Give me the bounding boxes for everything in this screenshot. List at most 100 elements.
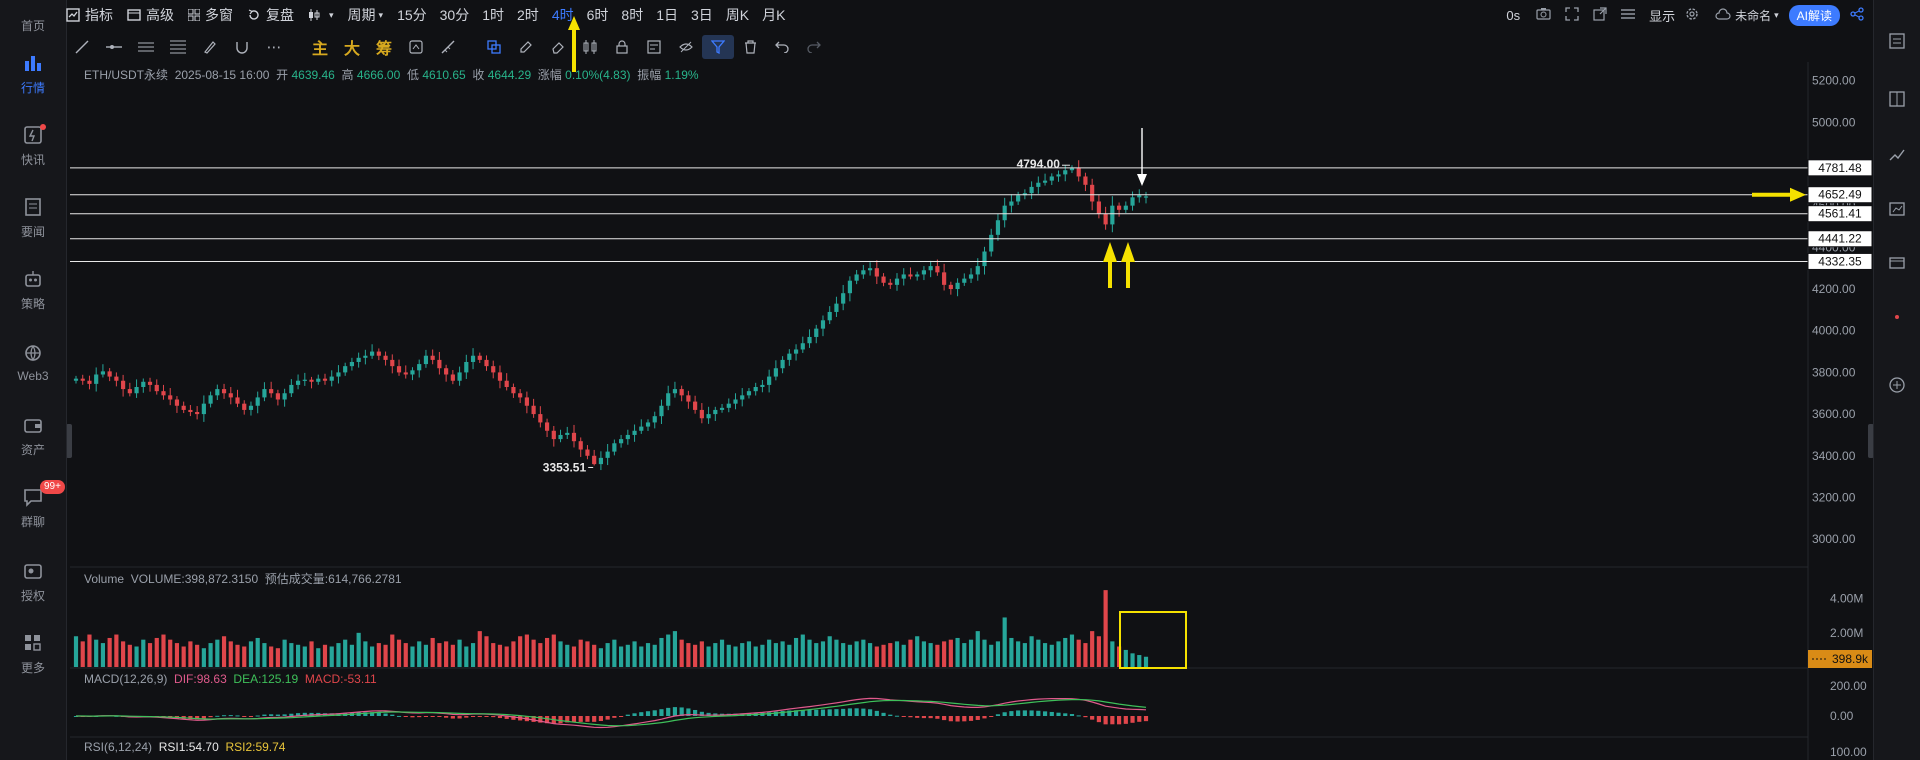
volume-bar	[968, 639, 974, 667]
redo-icon[interactable]	[798, 41, 830, 53]
layout-name-dropdown[interactable]: 未命名	[1735, 8, 1772, 23]
orderbook-icon[interactable]	[1886, 88, 1908, 110]
period-tab[interactable]: 30分	[439, 7, 470, 23]
volume-bar	[457, 639, 462, 667]
list-icon[interactable]	[1621, 7, 1636, 23]
gear-icon[interactable]	[1685, 7, 1699, 24]
period-tab[interactable]: 3日	[691, 7, 713, 23]
volume-bar	[713, 643, 718, 667]
nav-item-4[interactable]: 策略	[0, 266, 66, 336]
candle	[834, 296, 839, 317]
macd-bar	[1103, 716, 1108, 725]
candle	[289, 379, 294, 398]
nav-item-3[interactable]: 要闻	[0, 194, 66, 264]
terminal-icon[interactable]	[1886, 252, 1908, 274]
popout-icon[interactable]	[1593, 6, 1607, 24]
display-button[interactable]: 显示	[1649, 8, 1676, 24]
large-order-tool[interactable]: 大	[343, 41, 360, 58]
magnet-icon[interactable]	[226, 40, 258, 54]
pencil-icon[interactable]	[510, 40, 542, 54]
candle-body	[1143, 196, 1149, 198]
trend-line-icon[interactable]	[66, 40, 98, 54]
hide-drawings-icon[interactable]	[670, 40, 702, 54]
nav-item-1[interactable]: 行情	[0, 50, 66, 120]
volume-title: Volume	[84, 572, 125, 586]
candle-body	[706, 414, 711, 419]
chip-distribution-tool[interactable]: 筹	[375, 41, 392, 58]
candle	[746, 388, 752, 399]
candle-body	[1116, 205, 1122, 210]
candle-body	[1110, 205, 1115, 225]
depth-icon[interactable]	[1886, 198, 1908, 220]
nav-item-7[interactable]: 群聊 99+	[0, 480, 66, 554]
grid-icon	[188, 9, 200, 21]
multi-window-button[interactable]: 多窗	[188, 5, 233, 25]
fibonacci-icon[interactable]	[162, 40, 194, 54]
layers-icon[interactable]	[478, 40, 510, 54]
volume-bar	[444, 641, 449, 667]
symbol-label[interactable]: ETH/USDT永续	[84, 68, 169, 82]
candle	[363, 349, 368, 365]
volume-bars	[73, 590, 1149, 667]
settings-circle-icon[interactable]	[1886, 374, 1908, 396]
price-tick-label: 3800.00	[1812, 365, 1856, 379]
parallel-lines-icon[interactable]	[130, 41, 162, 53]
nav-item-0[interactable]: 首页	[0, 0, 66, 58]
watchlist-icon[interactable]	[1886, 30, 1908, 52]
period-dropdown[interactable]: 周期 ▾	[348, 5, 384, 25]
macd-bar	[598, 716, 603, 722]
lock-icon[interactable]	[606, 40, 638, 54]
period-tab[interactable]: 1时	[482, 7, 505, 23]
period-tab[interactable]: 2时	[517, 7, 539, 23]
nav-label: 行情	[20, 81, 45, 95]
measure-icon[interactable]	[432, 40, 464, 54]
candle	[497, 365, 503, 389]
template-icon[interactable]	[638, 40, 670, 54]
trend-icon[interactable]	[1886, 144, 1908, 166]
candle-pattern-icon[interactable]	[574, 40, 606, 54]
candle-body	[282, 393, 287, 400]
fullscreen-icon[interactable]	[1565, 6, 1579, 24]
period-tab[interactable]: 6时	[586, 7, 609, 23]
delete-icon[interactable]	[734, 40, 766, 54]
main-force-tool[interactable]: 主	[311, 41, 328, 58]
macd-bar	[396, 715, 402, 717]
candle-type-icon	[308, 8, 324, 22]
compare-icon[interactable]	[400, 40, 432, 54]
nav-item-2[interactable]: 快讯	[0, 122, 66, 192]
period-tab[interactable]: 8时	[621, 7, 644, 23]
more-dots-icon[interactable]: ⋯	[266, 39, 282, 56]
nav-item-5[interactable]: Web3	[0, 340, 66, 410]
advanced-button[interactable]: 高级	[127, 5, 174, 25]
candle	[1076, 160, 1081, 182]
camera-icon[interactable]	[1536, 7, 1551, 23]
eraser-icon[interactable]	[542, 40, 574, 54]
period-tab[interactable]: 周K	[725, 7, 750, 23]
period-tab[interactable]: 1日	[656, 7, 678, 23]
period-tab[interactable]: 月K	[762, 7, 786, 23]
nav-item-8[interactable]: 授权	[0, 558, 66, 628]
candle-body	[444, 368, 449, 375]
volume-bar	[820, 641, 826, 667]
candle	[767, 369, 772, 393]
undo-icon[interactable]	[766, 41, 798, 53]
candle	[221, 383, 227, 399]
brush-icon[interactable]	[194, 40, 226, 54]
indicator-button[interactable]: 指标	[66, 5, 113, 25]
period-tab[interactable]: 4时	[551, 7, 574, 23]
filter-icon[interactable]	[702, 35, 734, 59]
volume-bar	[470, 643, 476, 667]
replay-button[interactable]: 复盘	[247, 5, 294, 25]
nav-item-6[interactable]: 资产	[0, 412, 66, 482]
high-value: 4666.00	[356, 68, 401, 82]
ai-analysis-button[interactable]: AI解读	[1788, 4, 1840, 26]
nav-item-9[interactable]: 更多	[0, 630, 66, 700]
horizontal-ray-icon[interactable]	[98, 42, 130, 52]
period-tab[interactable]: 15分	[397, 7, 427, 23]
chart-type-dropdown[interactable]: ▾	[308, 8, 334, 22]
share-icon[interactable]	[1850, 6, 1864, 24]
candle	[188, 405, 193, 417]
volume-bar	[1036, 639, 1041, 667]
volume-bar	[201, 648, 206, 667]
